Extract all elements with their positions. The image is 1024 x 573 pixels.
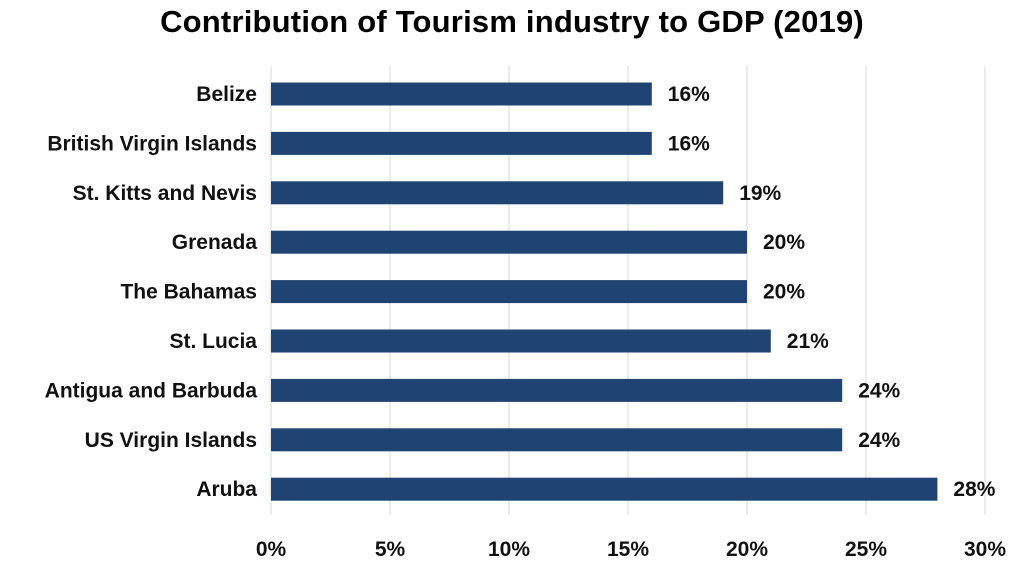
- bar: [271, 230, 747, 254]
- category-labels: Belize British Virgin Islands St. Kitts an…: [45, 83, 258, 501]
- bar: [271, 82, 652, 106]
- bar: [271, 280, 747, 304]
- category-label: British Virgin Islands: [47, 132, 257, 155]
- data-label: 20%: [763, 231, 805, 254]
- bar: [271, 428, 843, 452]
- data-label: 20%: [763, 281, 805, 304]
- data-label: 24%: [858, 429, 900, 452]
- x-tick-label: 10%: [488, 538, 530, 561]
- value-labels: 16% 16% 19% 20% 20% 21% 24% 24% 28%: [668, 83, 996, 501]
- bar: [271, 181, 724, 205]
- bar: [271, 378, 843, 402]
- data-label: 24%: [858, 379, 900, 402]
- data-label: 28%: [953, 478, 995, 501]
- x-tick-label: 15%: [607, 538, 649, 561]
- category-label: The Bahamas: [120, 281, 257, 304]
- data-label: 16%: [668, 83, 710, 106]
- data-label: 19%: [739, 182, 781, 205]
- x-tick-label: 0%: [256, 538, 287, 561]
- x-tick-label: 20%: [726, 538, 768, 561]
- bar: [271, 477, 938, 501]
- category-label: Antigua and Barbuda: [45, 379, 258, 402]
- x-axis-tick-labels: 0% 5% 10% 15% 20% 25% 30%: [256, 538, 1007, 561]
- bar: [271, 329, 771, 353]
- chart-title: Contribution of Tourism industry to GDP …: [160, 4, 864, 39]
- x-tick-label: 30%: [964, 538, 1006, 561]
- category-label: St. Kitts and Nevis: [73, 182, 257, 205]
- category-label: Grenada: [172, 231, 258, 254]
- category-label: Aruba: [196, 478, 257, 501]
- x-tick-label: 5%: [375, 538, 406, 561]
- bar: [271, 131, 652, 155]
- category-label: St. Lucia: [169, 330, 257, 353]
- data-label: 16%: [668, 132, 710, 155]
- x-tick-label: 25%: [845, 538, 887, 561]
- category-label: Belize: [196, 83, 257, 106]
- bars: [271, 82, 938, 501]
- category-label: US Virgin Islands: [85, 429, 257, 452]
- data-label: 21%: [787, 330, 829, 353]
